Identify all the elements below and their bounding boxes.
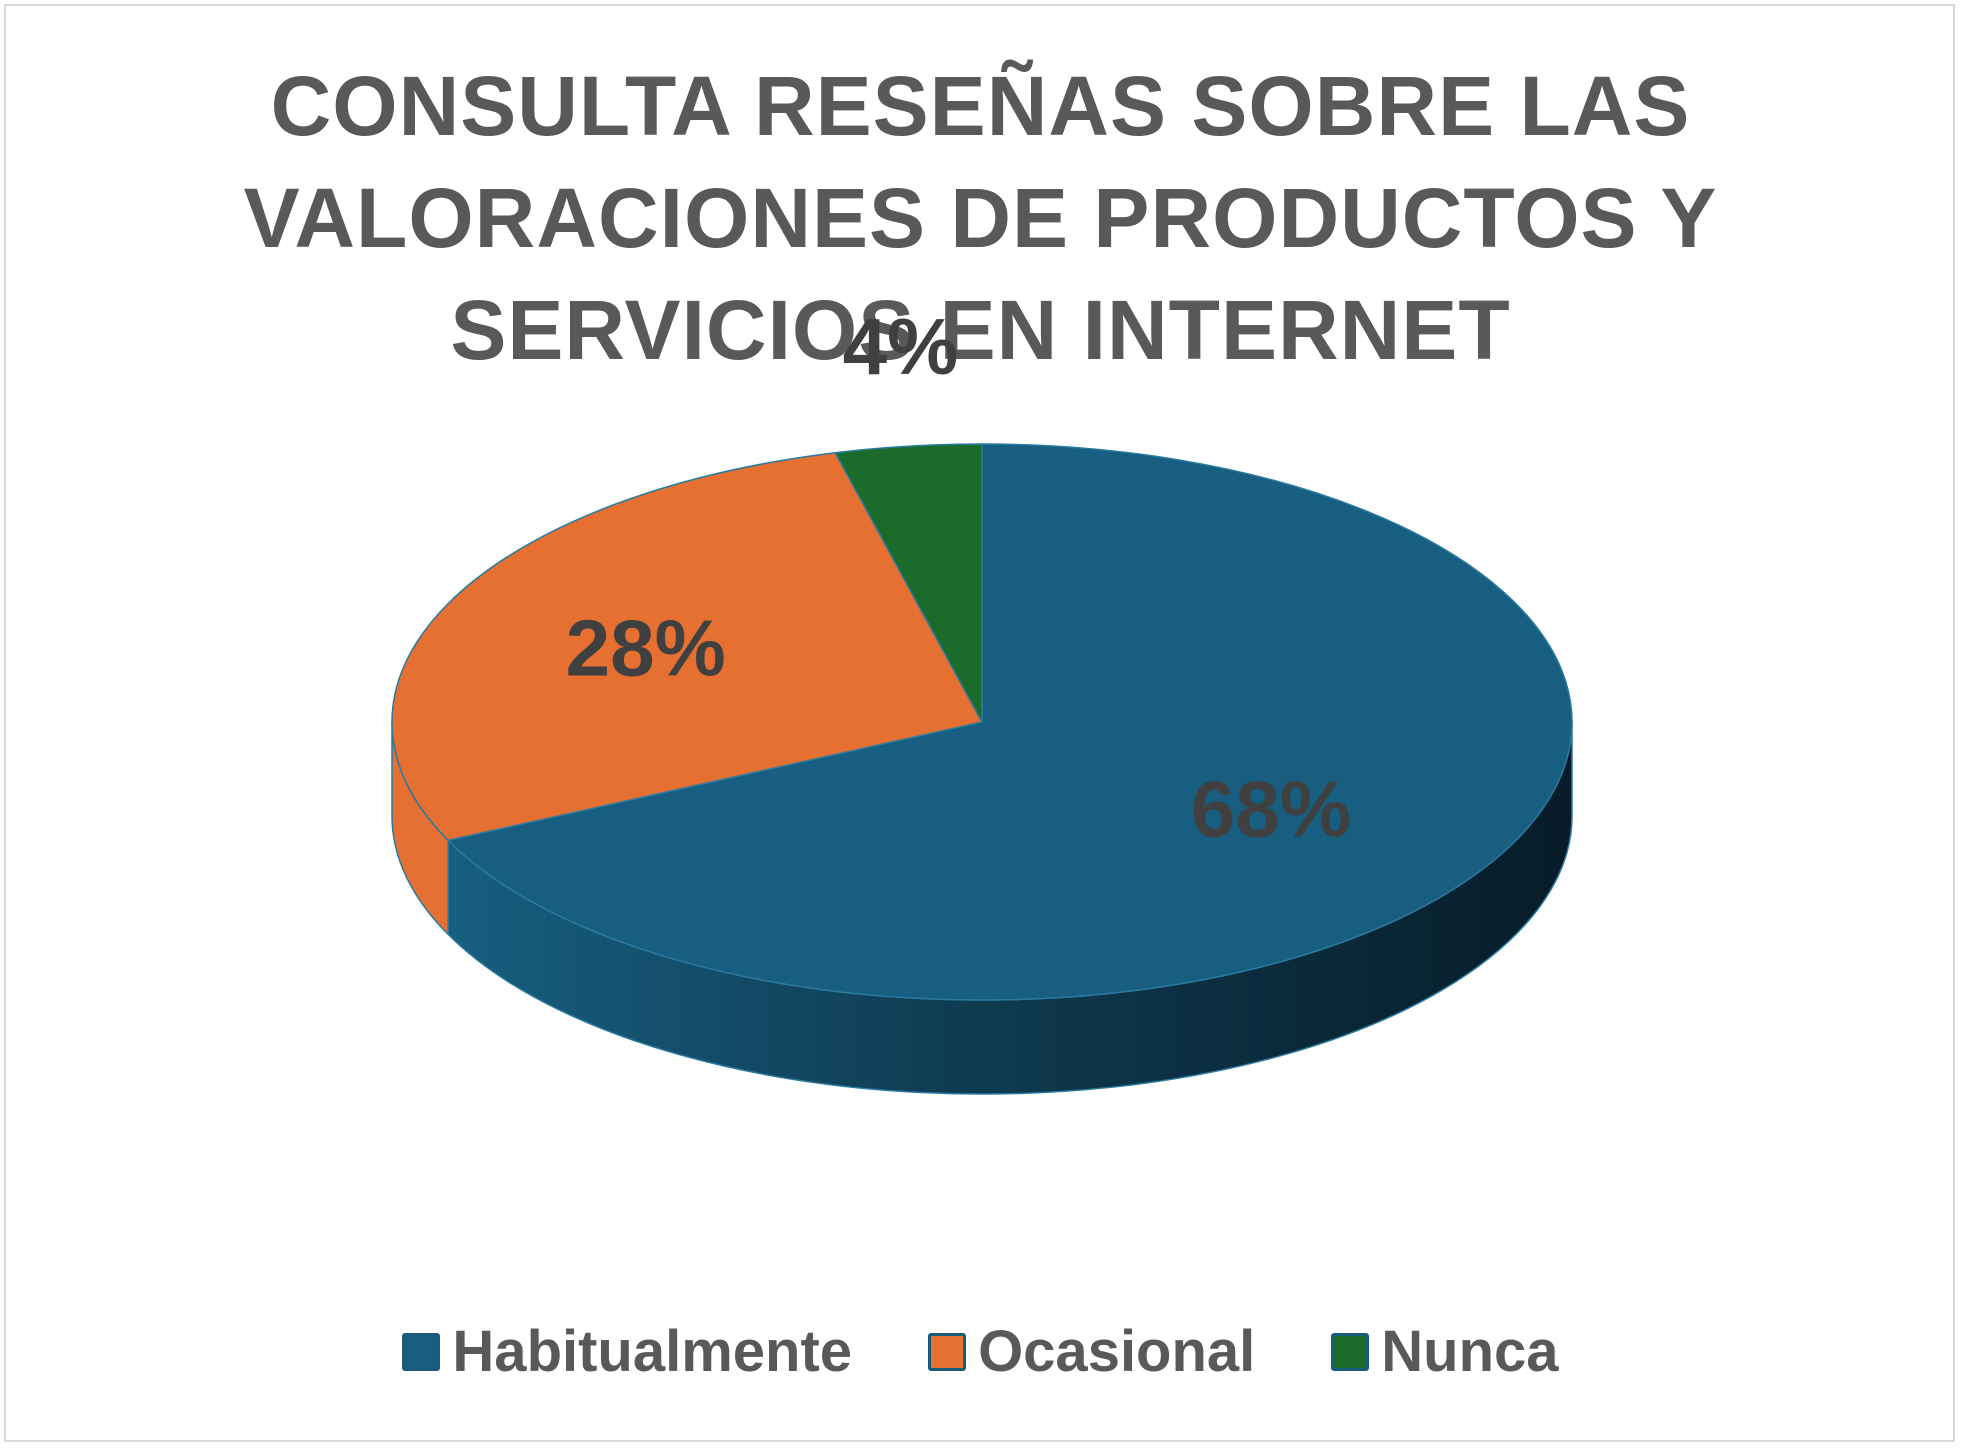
legend-label-ocasional: Ocasional bbox=[978, 1319, 1256, 1384]
legend-item-nunca: Nunca bbox=[1331, 1318, 1559, 1385]
chart-title-line-3: SERVICIOS EN INTERNET bbox=[450, 283, 1511, 377]
pie-slice-habitualmente bbox=[446, 443, 1573, 1001]
chart-title-line-1: CONSULTA RESEÑAS SOBRE LAS bbox=[270, 59, 1691, 153]
data-label-habitualmente: 68% bbox=[1191, 764, 1351, 853]
pie-slice-nunca bbox=[834, 443, 983, 723]
legend-swatch-ocasional bbox=[928, 1332, 967, 1371]
chart-title-line-2: VALORACIONES DE PRODUCTOS Y bbox=[243, 171, 1718, 265]
legend-label-nunca: Nunca bbox=[1381, 1319, 1559, 1384]
legend-item-habitualmente: Habitualmente bbox=[402, 1318, 852, 1385]
data-label-ocasional: 28% bbox=[566, 603, 726, 692]
legend-swatch-habitualmente bbox=[402, 1332, 441, 1371]
legend-label-habitualmente: Habitualmente bbox=[452, 1319, 853, 1384]
chart-legend: Habitualmente Ocasional Nunca bbox=[0, 1318, 1961, 1385]
pie-slice-ocasional bbox=[391, 451, 984, 842]
legend-swatch-nunca bbox=[1331, 1332, 1370, 1371]
data-label-nunca: 4% bbox=[843, 302, 959, 391]
chart-title: CONSULTA RESEÑAS SOBRE LAS VALORACIONES … bbox=[0, 50, 1961, 386]
legend-item-ocasional: Ocasional bbox=[928, 1318, 1255, 1385]
